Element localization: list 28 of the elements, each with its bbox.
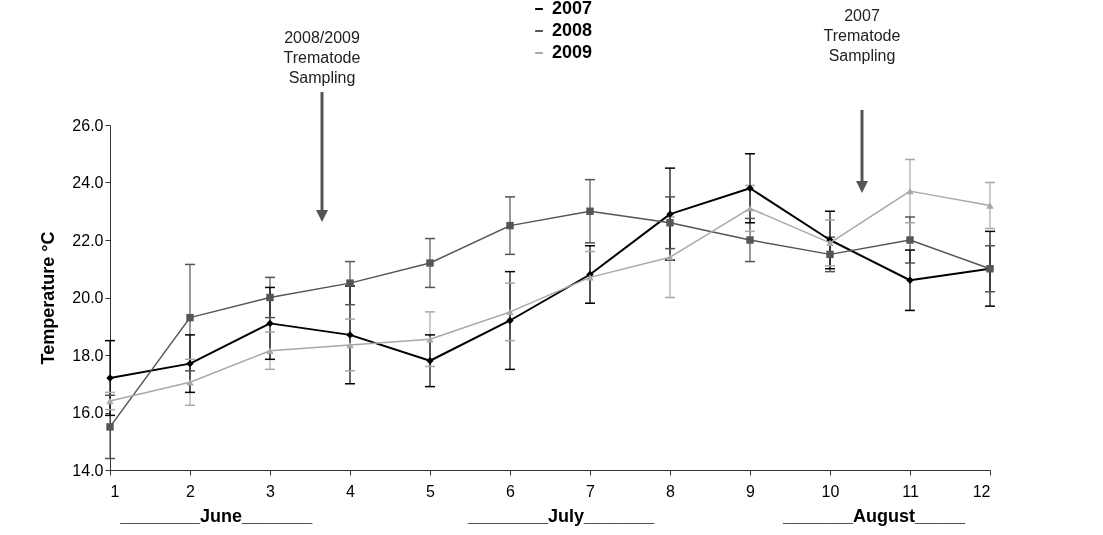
legend-label: 2008 bbox=[552, 20, 593, 40]
x-tick-label: 4 bbox=[346, 482, 356, 500]
x-tick-label: 7 bbox=[586, 482, 596, 500]
text: 2007 Trematode Sampling bbox=[823, 7, 901, 64]
x-tick-label: 5 bbox=[426, 482, 436, 500]
x-tick-label: 9 bbox=[746, 482, 756, 500]
text: _______August_____ bbox=[782, 506, 967, 526]
text: ________June_______ bbox=[119, 506, 314, 526]
text: ________July_______ bbox=[467, 506, 656, 526]
x-tick-label: 2 bbox=[186, 482, 196, 500]
y-tick-label: 14.0 bbox=[72, 461, 104, 479]
y-tick-label: 18.0 bbox=[72, 346, 104, 364]
x-tick-label: 11 bbox=[902, 482, 919, 500]
legend-label: 2009 bbox=[552, 42, 593, 62]
x-tick-label: 10 bbox=[821, 482, 840, 500]
x-tick-label: 8 bbox=[666, 482, 676, 500]
y-tick-label: 24.0 bbox=[72, 174, 104, 191]
x-tick-label: 1 bbox=[110, 482, 120, 500]
legend-label: 2007 bbox=[552, 0, 593, 18]
y-tick-label: 26.0 bbox=[72, 116, 104, 134]
x-tick-label: 3 bbox=[266, 482, 276, 500]
y-tick-label: 20.0 bbox=[72, 289, 104, 306]
x-tick-label: 12 bbox=[972, 482, 991, 500]
x-tick-label: 6 bbox=[506, 482, 516, 500]
text: 2008/2009 Trematode Sampling bbox=[283, 29, 361, 86]
y-axis-title: Temperature °C bbox=[38, 231, 59, 365]
y-tick-label: 16.0 bbox=[72, 404, 104, 421]
y-tick-label: 22.0 bbox=[72, 231, 104, 249]
